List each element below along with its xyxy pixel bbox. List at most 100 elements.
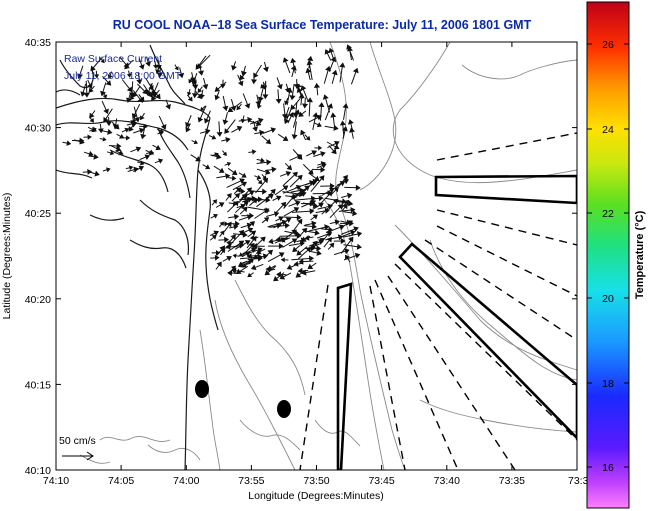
current-vector-head	[301, 236, 307, 242]
current-vector-head	[264, 207, 270, 214]
current-vector-head	[310, 195, 317, 202]
current-vector-head	[288, 112, 294, 118]
current-vector-head	[105, 121, 112, 127]
current-vector-head	[178, 72, 185, 79]
current-vector-head	[128, 126, 134, 132]
current-vector-head	[280, 201, 287, 208]
current-vector-head	[235, 268, 242, 274]
current-vector-head	[295, 272, 302, 278]
current-vector-head	[292, 246, 298, 253]
current-vector-head	[66, 140, 72, 146]
station-marker	[277, 400, 291, 418]
current-vector-head	[205, 164, 211, 170]
current-vector-head	[83, 92, 90, 98]
current-vector-head	[91, 126, 97, 133]
x-tick-label: 73:3	[568, 475, 589, 487]
colorbar-ticks	[587, 43, 629, 468]
current-vector-head	[227, 106, 234, 113]
current-vector-head	[222, 119, 229, 125]
current-vector-head	[265, 138, 272, 145]
current-vector-head	[308, 169, 314, 175]
current-vector-head	[327, 191, 333, 197]
current-vector-head	[211, 134, 217, 140]
current-vector-head	[266, 159, 272, 166]
current-vector-head	[226, 161, 232, 167]
current-vector-head	[330, 56, 337, 63]
current-vector-head	[316, 245, 322, 252]
current-vector-head	[148, 149, 155, 155]
current-vector-head	[241, 172, 247, 178]
current-vector-head	[251, 79, 258, 85]
current-vector-head	[155, 144, 161, 151]
current-vector-head	[236, 126, 243, 132]
current-vector-head	[344, 254, 350, 260]
current-vector-head	[174, 66, 179, 71]
current-vector-head	[282, 185, 289, 191]
current-vector-head	[80, 91, 87, 97]
current-vector-head	[205, 128, 211, 135]
current-vector-head	[316, 114, 322, 121]
current-vector-head	[307, 55, 314, 62]
current-vector-head	[293, 261, 299, 267]
current-vector-head	[319, 237, 325, 243]
current-vector-head	[155, 69, 161, 75]
current-vector-head	[262, 66, 269, 73]
current-vector-head	[202, 83, 209, 90]
y-axis	[56, 41, 577, 471]
current-vector-head	[339, 120, 346, 126]
current-vector-head	[234, 193, 241, 199]
current-vector-head	[262, 177, 269, 184]
current-vector-head	[139, 115, 145, 121]
current-vector-head	[79, 138, 85, 145]
current-vector-head	[214, 254, 220, 261]
current-vector-head	[309, 208, 315, 215]
current-vector-head	[100, 58, 105, 64]
current-vector-head	[230, 265, 236, 271]
current-vector-head	[77, 73, 83, 79]
current-vector-head	[260, 157, 265, 164]
x-tick-label: 73:50	[303, 475, 329, 487]
current-vector-head	[125, 135, 131, 141]
current-vector-head	[89, 117, 94, 123]
current-vector-head	[306, 97, 313, 103]
current-vector-head	[301, 227, 308, 234]
current-vector-head	[138, 127, 145, 134]
current-vector-head	[283, 118, 290, 125]
current-vector-head	[247, 227, 254, 233]
current-vector-head	[250, 264, 257, 271]
current-vector-head	[87, 134, 92, 140]
current-vector-head	[231, 169, 238, 176]
current-vector-head	[253, 72, 259, 79]
current-vector-head	[115, 145, 122, 152]
current-vector-head	[318, 145, 323, 151]
x-axis	[55, 42, 513, 470]
current-vector-head	[296, 87, 303, 94]
current-vector-head	[231, 65, 237, 71]
current-vector-head	[328, 47, 335, 54]
current-vector-head	[324, 224, 330, 231]
current-vector-head	[252, 198, 258, 204]
current-vector-head	[142, 88, 148, 95]
x-tick-label: 73:35	[499, 475, 525, 487]
current-vector-head	[297, 267, 303, 274]
current-vector-head	[224, 221, 229, 227]
current-vector-head	[129, 95, 135, 101]
current-vector-head	[197, 88, 203, 93]
current-vector-head	[102, 94, 108, 99]
current-vector-head	[327, 203, 333, 210]
current-vector-head	[312, 202, 319, 209]
current-vector-head	[350, 207, 356, 214]
current-vector-head	[271, 166, 277, 173]
current-vector-head	[214, 86, 221, 92]
coastline	[56, 44, 219, 470]
current-vector-head	[331, 69, 338, 76]
current-vector-head	[256, 104, 262, 109]
current-vector-head	[126, 97, 132, 103]
current-vector-head	[116, 142, 122, 150]
current-vector-head	[258, 196, 263, 203]
current-vector-head	[234, 220, 240, 227]
current-vector-head	[301, 103, 309, 109]
current-vector-head	[263, 217, 270, 223]
current-vector-head	[258, 117, 264, 124]
y-tick-label: 40:25	[25, 208, 51, 220]
